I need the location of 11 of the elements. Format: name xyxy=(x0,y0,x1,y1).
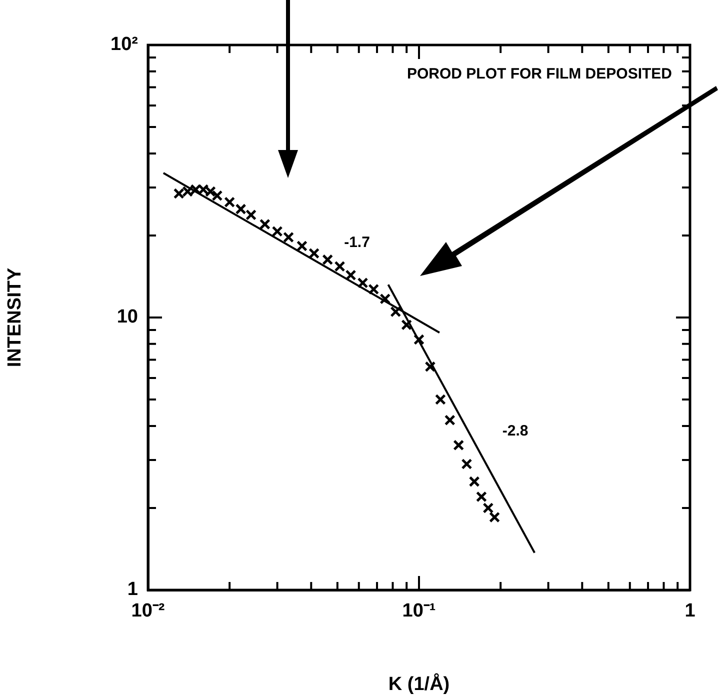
x-tick-label: 10⁻² xyxy=(131,600,165,622)
y-tick-label: 1 xyxy=(127,579,138,600)
y-axis-title: INTENSITY xyxy=(4,268,26,368)
x-tick-label: 1 xyxy=(684,600,696,622)
annotation: POROD PLOT FOR FILM DEPOSITED xyxy=(406,66,672,83)
annotation: -2.8 xyxy=(502,422,528,440)
y-tick-label: 10² xyxy=(110,34,138,56)
x-axis-title: K (1/Å) xyxy=(388,672,450,695)
y-tick-label: 10 xyxy=(116,306,138,328)
x-tick-label: 10⁻¹ xyxy=(402,600,436,622)
annotation: -1.7 xyxy=(344,234,370,251)
